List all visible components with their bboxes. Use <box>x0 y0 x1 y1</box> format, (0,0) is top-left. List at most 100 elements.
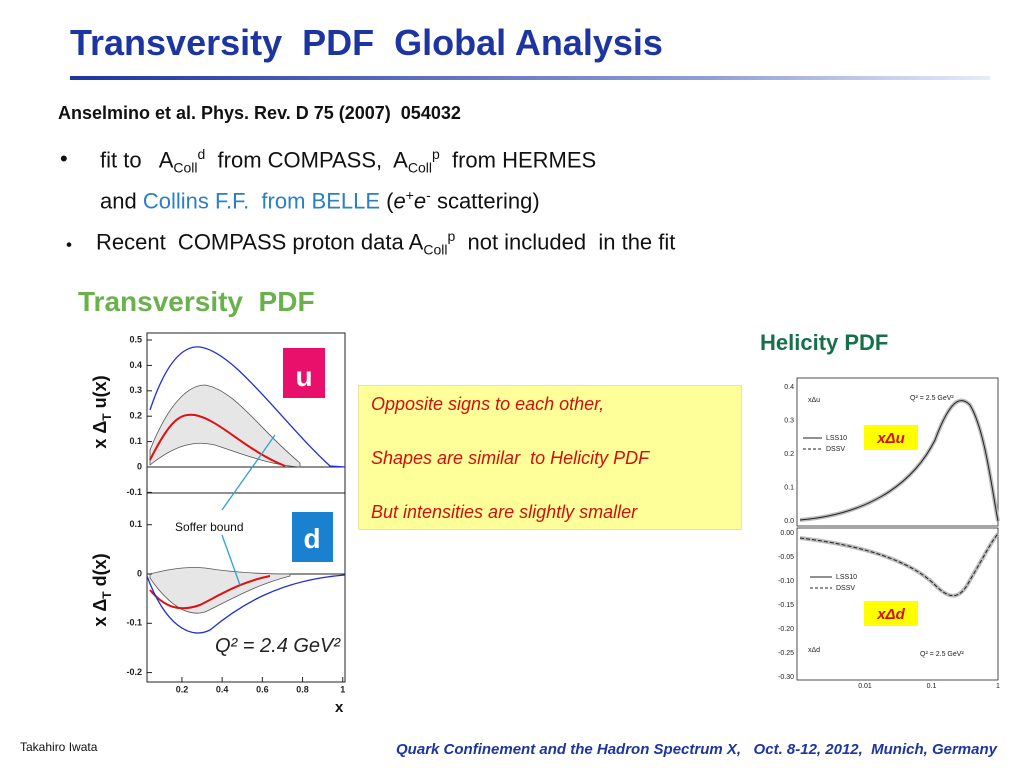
x-axis-label: x <box>335 699 344 716</box>
label-box <box>864 601 918 626</box>
y-tick-label: 0.4 <box>129 360 142 370</box>
y-tick-label: 0.4 <box>784 384 794 391</box>
y-tick-label: 0.0 <box>784 518 794 525</box>
y-tick-label: -0.25 <box>778 650 794 657</box>
y-axis-label: x ΔT d(x) <box>90 553 114 626</box>
text: e <box>393 188 406 214</box>
frame <box>796 527 999 681</box>
text: x Δ <box>90 599 110 627</box>
y-tick-label: 0.5 <box>129 334 142 344</box>
text: Coll <box>407 159 432 176</box>
y-tick-label: 0 <box>137 461 142 471</box>
text: e <box>413 188 427 214</box>
note-line: But intensities are slightly smaller <box>371 502 638 522</box>
annotation: Soffer bound <box>175 520 244 534</box>
bullet-marker: ・ <box>58 233 81 258</box>
y-tick-label: 0.00 <box>780 530 794 537</box>
band <box>799 532 1000 598</box>
plot-label: xΔd <box>808 647 820 654</box>
annotation: Q² = 2.4 GeV² <box>215 635 341 657</box>
text: d(x) <box>90 553 110 591</box>
band <box>799 398 1000 522</box>
x-tick-label: 1 <box>996 683 1000 690</box>
y-tick-label: -0.20 <box>778 626 794 633</box>
y-tick-label: 0.1 <box>129 519 142 529</box>
text: p <box>431 146 440 162</box>
curve <box>149 346 346 468</box>
reference: Anselmino et al. Phys. Rev. D 75 (2007) … <box>58 103 461 123</box>
y-tick-label: -0.1 <box>126 487 142 497</box>
section-title: Transversity PDF <box>78 286 315 317</box>
text: Collins F.F. from BELLE <box>142 188 381 214</box>
y-tick-label: -0.30 <box>778 674 794 681</box>
slide-title: Transversity PDF Global Analysis <box>70 22 663 63</box>
curve <box>799 400 999 522</box>
y-tick-label: 0.1 <box>784 484 794 491</box>
pointer <box>221 534 241 586</box>
error-band <box>149 384 301 468</box>
text: T <box>100 591 114 599</box>
y-tick-label: -0.15 <box>778 602 794 609</box>
text: fit to A <box>100 147 174 173</box>
text: Coll <box>173 159 198 176</box>
text: x Δ <box>90 421 110 449</box>
y-tick-label: 0 <box>137 568 142 578</box>
text: not included in the fit <box>455 229 676 255</box>
text: Coll <box>423 241 448 258</box>
annotation: Q² = 2.5 GeV² <box>920 651 964 658</box>
label-box <box>864 425 918 450</box>
bullet-text: and Collins F.F. from BELLE (e+e- scatte… <box>100 187 540 214</box>
y-tick-label: -0.05 <box>778 554 794 561</box>
y-tick-label: -0.10 <box>778 578 794 585</box>
x-tick-label: 0.4 <box>216 684 229 694</box>
note-line: Opposite signs to each other, <box>371 394 605 414</box>
text: and <box>100 188 143 214</box>
y-tick-label: 0.1 <box>129 436 142 446</box>
y-tick-label: 0.2 <box>129 411 142 421</box>
text: - <box>426 187 431 203</box>
frame <box>146 332 346 494</box>
bullet-marker: • <box>60 146 68 171</box>
label-box <box>283 348 325 398</box>
panel-label: xΔu <box>876 430 905 447</box>
frame <box>146 492 346 683</box>
panel-label: xΔd <box>876 606 905 623</box>
curve <box>149 575 271 610</box>
x-tick-label: 0.1 <box>927 683 937 690</box>
error-band <box>149 567 291 614</box>
x-tick-label: 0.2 <box>176 684 189 694</box>
title-rule <box>70 76 990 80</box>
pointer <box>221 434 276 511</box>
legend-label: DSSV <box>836 585 855 592</box>
x-tick-label: 1 <box>340 684 345 694</box>
text: u(x) <box>90 375 110 413</box>
curve <box>799 533 999 597</box>
label-box <box>292 512 333 562</box>
text: p <box>447 228 456 244</box>
author: Takahiro Iwata <box>20 740 98 754</box>
frame <box>796 377 999 527</box>
y-tick-label: -0.2 <box>126 667 142 677</box>
text: Recent COMPASS proton data A <box>96 229 424 255</box>
y-tick-label: 0.2 <box>784 451 794 458</box>
y-tick-label: 0.3 <box>129 385 142 395</box>
annotation: Q² = 2.5 GeV² <box>910 395 954 402</box>
x-tick-label: 0.8 <box>296 684 309 694</box>
text: ( <box>380 188 394 214</box>
bullet-text: fit to AColld from COMPASS, ACollp from … <box>100 146 596 176</box>
panel-label: u <box>295 361 312 392</box>
text: d <box>197 146 206 162</box>
x-tick-label: 0.01 <box>858 683 872 690</box>
text: from COMPASS, A <box>205 147 408 173</box>
bullet-text: Recent COMPASS proton data ACollp not in… <box>96 228 675 258</box>
legend-label: DSSV <box>826 446 845 453</box>
y-axis-label: x ΔT u(x) <box>90 375 114 448</box>
note-line: Shapes are similar to Helicity PDF <box>371 448 650 468</box>
curve <box>149 413 286 467</box>
note-box: Opposite signs to each other, Shapes are… <box>358 385 742 530</box>
plot-label: xΔu <box>808 397 820 404</box>
y-tick-label: -0.1 <box>126 618 142 628</box>
legend-label: LSS10 <box>836 574 857 581</box>
plot-bg <box>778 376 1002 690</box>
